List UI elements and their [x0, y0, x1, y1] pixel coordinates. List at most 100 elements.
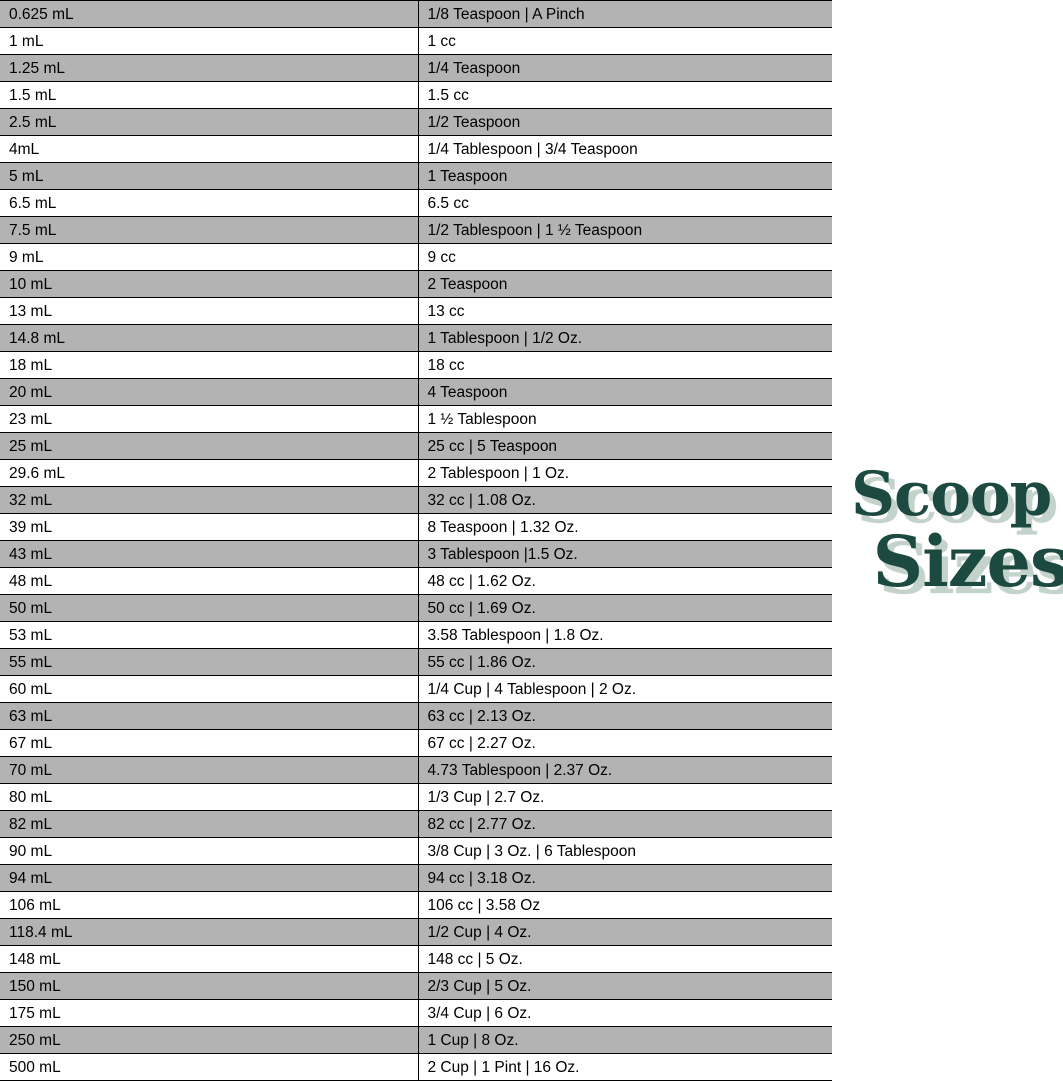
cell-volume-ml: 60 mL: [0, 675, 419, 703]
cell-volume-ml: 23 mL: [0, 405, 419, 433]
cell-equivalent: 94 cc | 3.18 Oz.: [418, 864, 832, 892]
cell-equivalent: 1 Tablespoon | 1/2 Oz.: [418, 324, 832, 352]
cell-volume-ml: 4mL: [0, 135, 419, 163]
cell-equivalent: 1/8 Teaspoon | A Pinch: [418, 0, 832, 28]
table-row: 39 mL 8 Teaspoon | 1.32 Oz.: [0, 513, 832, 541]
logo-line-sizes: Sizes: [872, 520, 1063, 603]
scoop-size-conversion-table: 0.625 mL 1/8 Teaspoon | A Pinch 1 mL 1 cc 1.…: [0, 0, 832, 1081]
table-row: 25 mL 25 cc | 5 Teaspoon: [0, 432, 832, 460]
cell-equivalent: 1.5 cc: [418, 81, 832, 109]
cell-equivalent: 25 cc | 5 Teaspoon: [418, 432, 832, 460]
cell-equivalent: 82 cc | 2.77 Oz.: [418, 810, 832, 838]
cell-equivalent: 2 Tablespoon | 1 Oz.: [418, 459, 832, 487]
table-row: 148 mL 148 cc | 5 Oz.: [0, 945, 832, 973]
cell-equivalent: 2/3 Cup | 5 Oz.: [418, 972, 832, 1000]
table-row: 9 mL 9 cc: [0, 243, 832, 271]
cell-equivalent: 2 Teaspoon: [418, 270, 832, 298]
logo-line-scoop: Scoop: [851, 459, 1052, 530]
table-row: 60 mL 1/4 Cup | 4 Tablespoon | 2 Oz.: [0, 675, 832, 703]
table-row: 118.4 mL 1/2 Cup | 4 Oz.: [0, 918, 832, 946]
table-row: 53 mL 3.58 Tablespoon | 1.8 Oz.: [0, 621, 832, 649]
cell-equivalent: 1/4 Tablespoon | 3/4 Teaspoon: [418, 135, 832, 163]
cell-volume-ml: 32 mL: [0, 486, 419, 514]
table-row: 18 mL 18 cc: [0, 351, 832, 379]
cell-equivalent: 1/4 Cup | 4 Tablespoon | 2 Oz.: [418, 675, 832, 703]
table-row: 43 mL 3 Tablespoon |1.5 Oz.: [0, 540, 832, 568]
table-row: 1.25 mL 1/4 Teaspoon: [0, 54, 832, 82]
table-row: 6.5 mL 6.5 cc: [0, 189, 832, 217]
cell-volume-ml: 14.8 mL: [0, 324, 419, 352]
table-row: 80 mL 1/3 Cup | 2.7 Oz.: [0, 783, 832, 811]
table-row: 13 mL 13 cc: [0, 297, 832, 325]
cell-equivalent: 3.58 Tablespoon | 1.8 Oz.: [418, 621, 832, 649]
table-row: 150 mL 2/3 Cup | 5 Oz.: [0, 972, 832, 1000]
cell-volume-ml: 10 mL: [0, 270, 419, 298]
table-row: 90 mL 3/8 Cup | 3 Oz. | 6 Tablespoon: [0, 837, 832, 865]
cell-equivalent: 1 cc: [418, 27, 832, 55]
cell-equivalent: 1/2 Cup | 4 Oz.: [418, 918, 832, 946]
table-row: 23 mL 1 ½ Tablespoon: [0, 405, 832, 433]
cell-volume-ml: 6.5 mL: [0, 189, 419, 217]
cell-volume-ml: 7.5 mL: [0, 216, 419, 244]
cell-equivalent: 4.73 Tablespoon | 2.37 Oz.: [418, 756, 832, 784]
cell-volume-ml: 250 mL: [0, 1026, 419, 1054]
cell-equivalent: 18 cc: [418, 351, 832, 379]
cell-volume-ml: 48 mL: [0, 567, 419, 595]
cell-volume-ml: 94 mL: [0, 864, 419, 892]
cell-volume-ml: 29.6 mL: [0, 459, 419, 487]
cell-volume-ml: 9 mL: [0, 243, 419, 271]
table-row: 175 mL 3/4 Cup | 6 Oz.: [0, 999, 832, 1027]
table-row: 1 mL 1 cc: [0, 27, 832, 55]
cell-volume-ml: 43 mL: [0, 540, 419, 568]
cell-equivalent: 6.5 cc: [418, 189, 832, 217]
cell-equivalent: 9 cc: [418, 243, 832, 271]
cell-equivalent: 1/2 Tablespoon | 1 ½ Teaspoon: [418, 216, 832, 244]
cell-volume-ml: 1 mL: [0, 27, 419, 55]
table-row: 63 mL 63 cc | 2.13 Oz.: [0, 702, 832, 730]
cell-volume-ml: 50 mL: [0, 594, 419, 622]
cell-volume-ml: 18 mL: [0, 351, 419, 379]
cell-equivalent: 3/4 Cup | 6 Oz.: [418, 999, 832, 1027]
cell-equivalent: 32 cc | 1.08 Oz.: [418, 486, 832, 514]
cell-volume-ml: 70 mL: [0, 756, 419, 784]
table-row: 94 mL 94 cc | 3.18 Oz.: [0, 864, 832, 892]
table-row: 500 mL 2 Cup | 1 Pint | 16 Oz.: [0, 1053, 832, 1081]
table-row: 50 mL 50 cc | 1.69 Oz.: [0, 594, 832, 622]
cell-equivalent: 8 Teaspoon | 1.32 Oz.: [418, 513, 832, 541]
cell-volume-ml: 55 mL: [0, 648, 419, 676]
cell-equivalent: 67 cc | 2.27 Oz.: [418, 729, 832, 757]
table-row: 10 mL 2 Teaspoon: [0, 270, 832, 298]
cell-volume-ml: 118.4 mL: [0, 918, 419, 946]
cell-equivalent: 1/3 Cup | 2.7 Oz.: [418, 783, 832, 811]
table-row: 82 mL 82 cc | 2.77 Oz.: [0, 810, 832, 838]
table-row: 48 mL 48 cc | 1.62 Oz.: [0, 567, 832, 595]
cell-volume-ml: 67 mL: [0, 729, 419, 757]
cell-volume-ml: 148 mL: [0, 945, 419, 973]
cell-volume-ml: 80 mL: [0, 783, 419, 811]
cell-volume-ml: 20 mL: [0, 378, 419, 406]
cell-equivalent: 48 cc | 1.62 Oz.: [418, 567, 832, 595]
table-row: 0.625 mL 1/8 Teaspoon | A Pinch: [0, 0, 832, 28]
cell-volume-ml: 63 mL: [0, 702, 419, 730]
cell-volume-ml: 53 mL: [0, 621, 419, 649]
cell-equivalent: 1/2 Teaspoon: [418, 108, 832, 136]
cell-volume-ml: 5 mL: [0, 162, 419, 190]
cell-equivalent: 50 cc | 1.69 Oz.: [418, 594, 832, 622]
table-row: 55 mL 55 cc | 1.86 Oz.: [0, 648, 832, 676]
cell-equivalent: 1 Teaspoon: [418, 162, 832, 190]
cell-volume-ml: 1.25 mL: [0, 54, 419, 82]
cell-volume-ml: 25 mL: [0, 432, 419, 460]
cell-equivalent: 3 Tablespoon |1.5 Oz.: [418, 540, 832, 568]
table-row: 7.5 mL 1/2 Tablespoon | 1 ½ Teaspoon: [0, 216, 832, 244]
cell-volume-ml: 150 mL: [0, 972, 419, 1000]
table-row: 4mL 1/4 Tablespoon | 3/4 Teaspoon: [0, 135, 832, 163]
cell-volume-ml: 2.5 mL: [0, 108, 419, 136]
cell-volume-ml: 90 mL: [0, 837, 419, 865]
cell-volume-ml: 1.5 mL: [0, 81, 419, 109]
table-row: 32 mL 32 cc | 1.08 Oz.: [0, 486, 832, 514]
cell-equivalent: 4 Teaspoon: [418, 378, 832, 406]
cell-equivalent: 1/4 Teaspoon: [418, 54, 832, 82]
cell-volume-ml: 500 mL: [0, 1053, 419, 1081]
cell-equivalent: 55 cc | 1.86 Oz.: [418, 648, 832, 676]
table-row: 29.6 mL 2 Tablespoon | 1 Oz.: [0, 459, 832, 487]
